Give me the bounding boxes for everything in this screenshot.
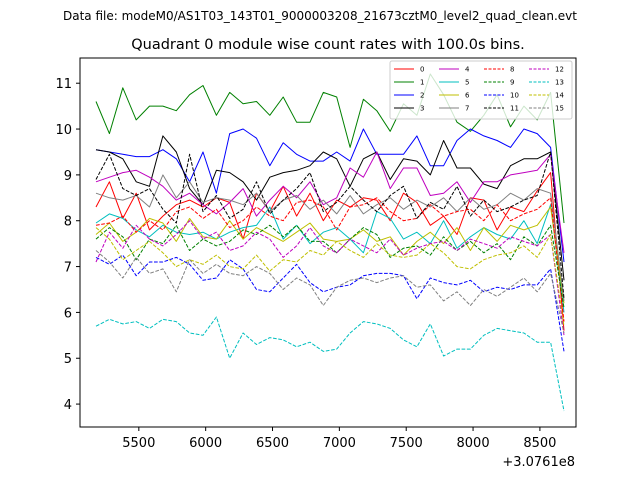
series-2-line bbox=[95, 128, 565, 263]
x-tick-label: 8500 bbox=[523, 436, 556, 451]
y-tick-label: 7 bbox=[64, 261, 72, 276]
x-tick-label: 8000 bbox=[457, 436, 490, 451]
x-offset-label: +3.0761e8 bbox=[502, 455, 575, 470]
series-11-line bbox=[95, 151, 565, 299]
x-tick-label: 7000 bbox=[323, 436, 356, 451]
legend-box bbox=[389, 60, 573, 120]
legend-label: 14 bbox=[555, 92, 564, 100]
series-layer bbox=[95, 73, 565, 412]
legend-label: 12 bbox=[555, 66, 564, 74]
chart-title: Quadrant 0 module wise count rates with … bbox=[131, 37, 525, 53]
series-14-line bbox=[95, 227, 565, 327]
suptitle: Data file: modeM0/AS1T03_143T01_90000032… bbox=[63, 9, 577, 23]
y-tick-label: 8 bbox=[64, 215, 72, 230]
y-tick-label: 9 bbox=[64, 169, 72, 184]
series-5-line bbox=[95, 204, 565, 313]
legend-label: 15 bbox=[555, 105, 564, 113]
x-tick-label: 6000 bbox=[189, 436, 222, 451]
legend-label: 8 bbox=[510, 66, 514, 74]
y-tick-label: 6 bbox=[64, 306, 72, 321]
y-tick-label: 5 bbox=[64, 352, 72, 367]
series-6-line bbox=[95, 206, 565, 304]
legend-label: 7 bbox=[465, 105, 469, 113]
legend-label: 11 bbox=[510, 105, 519, 113]
series-15-line bbox=[95, 250, 565, 334]
series-12-line bbox=[95, 220, 565, 336]
legend-label: 10 bbox=[510, 92, 519, 100]
series-8-line bbox=[95, 197, 565, 322]
series-13-line bbox=[95, 316, 565, 412]
axis-layer: 5500 6000 6500 7000 7500 8000 8500 4 5 6 7 8 9 10 11 bbox=[55, 77, 556, 451]
series-4-line bbox=[95, 151, 565, 253]
x-tick-label: 6500 bbox=[256, 436, 289, 451]
legend-label: 6 bbox=[465, 92, 470, 100]
legend-label: 0 bbox=[420, 66, 424, 74]
legend-label: 3 bbox=[420, 105, 424, 113]
series-9-line bbox=[95, 224, 565, 308]
legend-label: 5 bbox=[465, 79, 469, 87]
y-tick-label: 10 bbox=[55, 123, 72, 138]
x-tick-label: 5500 bbox=[122, 436, 155, 451]
legend-label: 13 bbox=[555, 79, 564, 87]
legend-label: 4 bbox=[465, 66, 470, 74]
legend-label: 2 bbox=[420, 92, 424, 100]
x-tick-label: 7500 bbox=[390, 436, 423, 451]
y-tick-label: 4 bbox=[64, 398, 72, 413]
series-0-line bbox=[95, 172, 565, 331]
plot-frame bbox=[79, 57, 577, 428]
legend-label: 1 bbox=[420, 79, 424, 87]
series-3-line bbox=[95, 135, 565, 281]
legend-label: 9 bbox=[510, 79, 514, 87]
y-tick-label: 11 bbox=[55, 77, 72, 92]
